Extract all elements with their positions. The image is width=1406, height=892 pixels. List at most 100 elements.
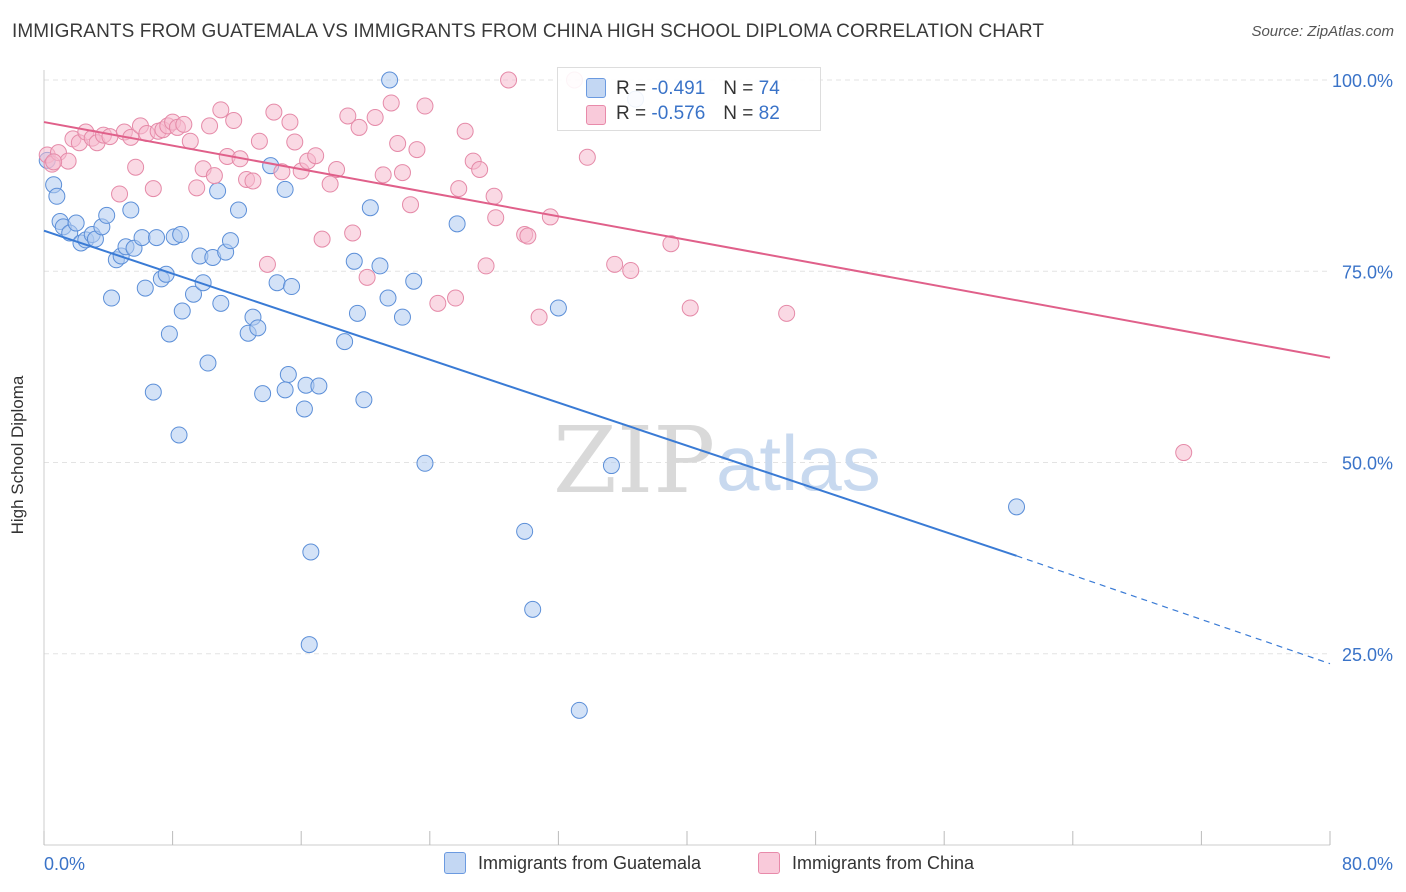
point-china [144,180,162,198]
watermark: ZIP atlas [553,407,881,514]
point-guatemala [379,289,397,307]
point-china [225,112,243,130]
y-tick-label: 75.0% [1342,262,1393,282]
point-china [500,71,518,89]
point-guatemala [276,381,294,399]
point-guatemala [405,272,423,290]
point-guatemala [103,289,121,307]
point-guatemala [173,302,191,320]
point-china [393,164,411,182]
tick-labels: 25.0% 50.0% 75.0% 100.0% 0.0% 80.0% [44,71,1393,874]
point-china [487,209,505,227]
x-tick-label: 0.0% [44,854,85,874]
point-china [416,97,434,115]
point-china [201,117,219,135]
point-guatemala [300,636,318,654]
y-tick-label: 25.0% [1342,645,1393,665]
bottom-legend-swatch-guatemala [444,852,466,874]
point-china [273,163,291,181]
point-china [450,180,468,198]
point-guatemala [416,454,434,472]
point-china [402,196,420,214]
point-guatemala [122,201,140,219]
point-china [127,158,145,176]
point-guatemala [348,304,366,322]
point-china [358,268,376,286]
legend-r-label: R = [616,103,647,124]
point-china [541,208,559,226]
point-china [307,147,325,165]
point-china [1175,444,1193,462]
point-guatemala [302,543,320,561]
x-tick-label: 80.0% [1342,854,1393,874]
point-china [350,118,368,136]
point-china [778,304,796,322]
point-guatemala [172,226,190,244]
point-china [321,175,339,193]
bottom-legend-label-guatemala: Immigrants from Guatemala [478,852,702,873]
point-guatemala [276,180,294,198]
point-china [382,94,400,112]
point-china [339,107,357,125]
point-china [578,148,596,166]
source-label: Source: ZipAtlas.com [1251,23,1394,40]
point-guatemala [98,206,116,224]
point-china [205,167,223,185]
point-guatemala [602,457,620,475]
point-china [181,132,199,150]
point-china [265,103,283,121]
legend-row-guatemala: R = -0.491 N = 74 [616,77,780,101]
watermark-atlas: atlas [716,419,881,507]
trend-line-china [43,121,1331,359]
point-guatemala [355,391,373,409]
bottom-legend-china: Immigrants from China [758,852,974,874]
point-guatemala [336,333,354,351]
point-china [471,161,489,179]
bottom-legend-label-china: Immigrants from China [792,852,975,873]
point-guatemala [361,199,379,217]
legend-n-value-guatemala: 74 [758,78,780,99]
point-guatemala [136,279,154,297]
point-china [175,115,193,133]
point-china [519,227,537,245]
point-china [344,224,362,242]
legend-r-label: R = [616,78,647,99]
point-guatemala [199,354,217,372]
point-guatemala [212,294,230,312]
legend-n-value-china: 82 [758,103,780,124]
point-china [59,152,77,170]
point-china [188,179,206,197]
series-guatemala-points [38,71,1026,719]
point-guatemala [310,377,328,395]
legend: R = -0.491 N = 74 R = -0.576 N = 82 [557,67,821,131]
point-china [250,132,268,150]
y-tick-label: 50.0% [1342,454,1393,474]
point-guatemala [249,319,267,337]
point-guatemala [148,229,166,247]
point-guatemala [184,285,202,303]
point-china [389,134,407,152]
trend-line-guatemala [43,229,1017,557]
bottom-legend-swatch-china [758,852,780,874]
point-guatemala [230,201,248,219]
legend-swatch-china [586,105,606,125]
point-guatemala [393,308,411,326]
trend-line-guatemala-extension [1016,555,1331,665]
point-china [485,187,503,205]
point-china [281,113,299,131]
point-china [447,289,465,307]
legend-swatch-guatemala [586,78,606,98]
legend-row-china: R = -0.576 N = 82 [616,102,780,126]
point-china [244,172,262,190]
point-china [429,294,447,312]
point-guatemala [524,600,542,618]
point-guatemala [516,522,534,540]
point-china [622,261,640,279]
point-china [530,308,548,326]
point-guatemala [345,252,363,270]
point-guatemala [283,278,301,296]
point-guatemala [371,257,389,275]
point-guatemala [170,426,188,444]
point-china [662,235,680,253]
